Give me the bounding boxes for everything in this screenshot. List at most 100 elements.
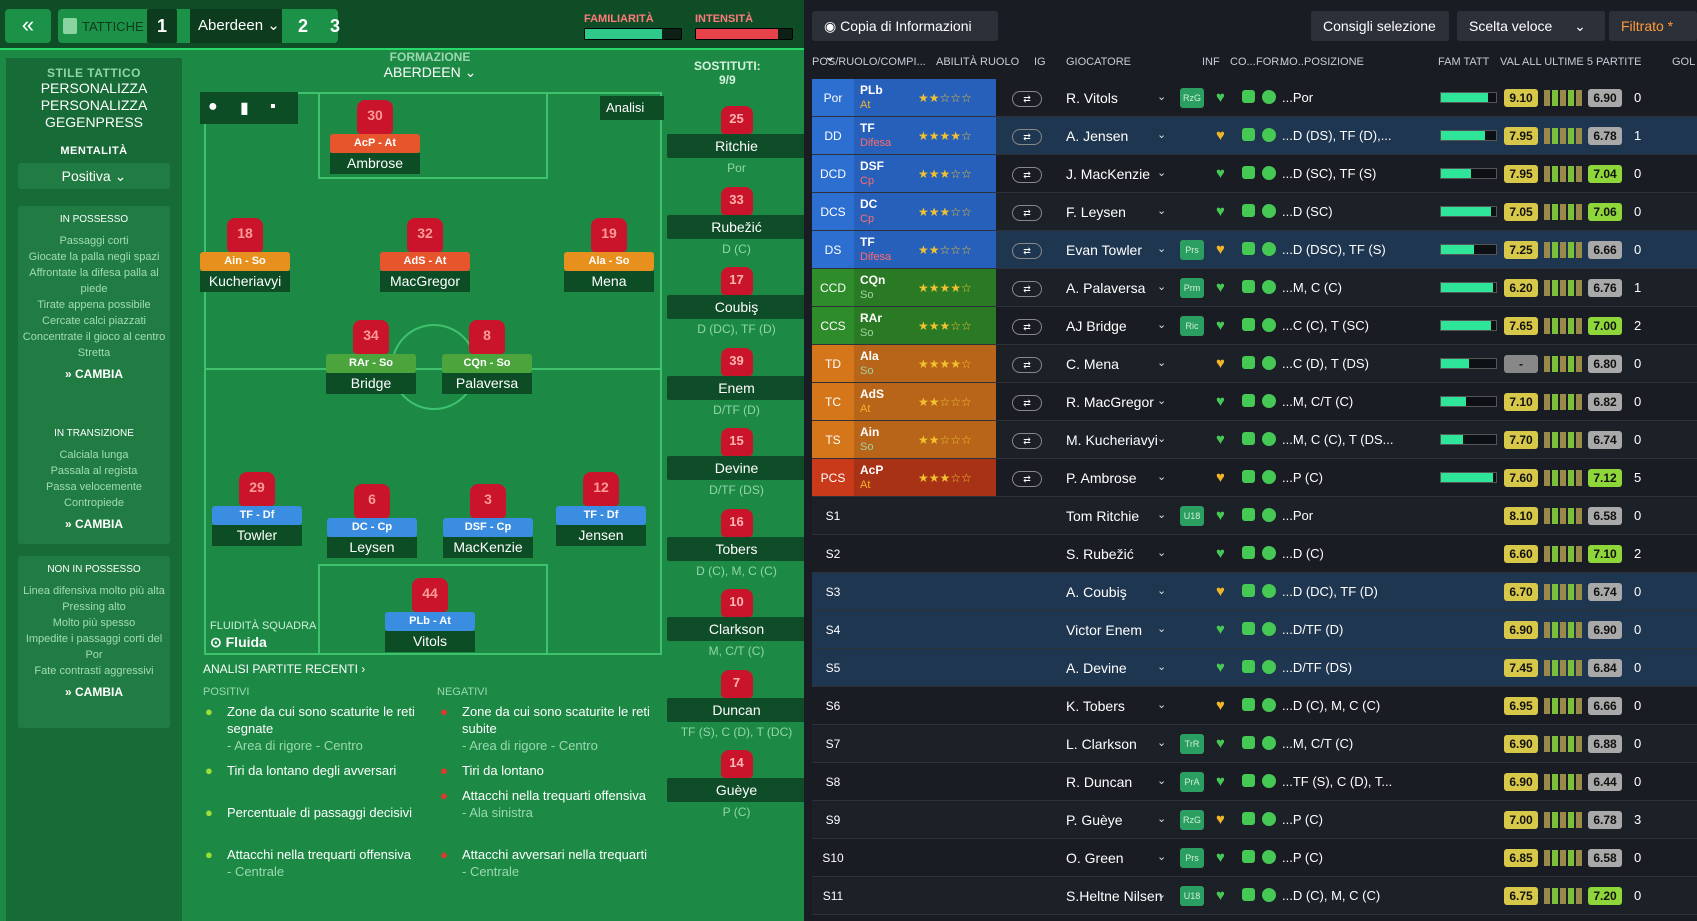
tactic-team-dropdown[interactable]: Aberdeen ⌄ (190, 9, 282, 43)
tactic-slot-1[interactable]: 1 (147, 9, 177, 43)
player-name[interactable]: R. Duncan (1066, 774, 1133, 790)
player-name[interactable]: Tom Ritchie (1066, 508, 1140, 524)
player-name[interactable]: Mena (564, 271, 654, 292)
player-name[interactable]: Victor Enem (1066, 622, 1142, 638)
player-name[interactable]: Bridge (326, 373, 416, 394)
sub-player[interactable]: 39 Enem D/TF (D) (667, 347, 806, 417)
table-row[interactable]: PCS AcP At ★★★☆☆ ⇄ P. Ambrose ⌄ ♥ ...P (C) 7.60 7.… (812, 459, 1697, 497)
chevron-down-icon[interactable]: ⌄ (1157, 813, 1167, 825)
table-row[interactable]: DCS DC Cp ★★★☆☆ ⇄ F. Leysen ⌄ ♥ ...D (SC) 7.05 7.0… (812, 193, 1697, 231)
table-row[interactable]: S11 S.Heltne Nilsen ⌄ U18 ♥ ...D (C), M, C (C… (812, 877, 1697, 915)
chevron-down-icon[interactable]: ⌄ (1157, 775, 1167, 787)
column-header[interactable]: MO... (1280, 56, 1307, 68)
pitch-player[interactable]: 3 DSF - Cp MacKenzie (443, 484, 533, 558)
table-row[interactable]: CCD CQn So ★★★★☆ ⇄ A. Palaversa ⌄ Prm ♥ ...M, C (… (812, 269, 1697, 307)
table-row[interactable]: CCS RAr So ★★★☆☆ ⇄ AJ Bridge ⌄ Ric ♥ ...C (C), T … (812, 307, 1697, 345)
sub-player[interactable]: 25 Ritchie Por (667, 106, 806, 175)
ig-toggle[interactable]: ⇄ (1012, 167, 1042, 183)
table-row[interactable]: DCD DSF Cp ★★★☆☆ ⇄ J. MacKenzie ⌄ ♥ ...D (SC), T… (812, 155, 1697, 193)
player-name[interactable]: R. Vitols (1066, 90, 1118, 106)
chevron-down-icon[interactable]: ⌄ (1157, 737, 1167, 749)
player-name[interactable]: J. MacKenzie (1066, 166, 1151, 182)
player-role[interactable]: Ala - So (564, 252, 654, 271)
tactic-slot-3[interactable]: 3 (329, 16, 340, 36)
analysis-button[interactable]: Analisi (600, 96, 664, 120)
sub-name[interactable]: Duncan (667, 697, 806, 722)
player-name[interactable]: O. Green (1066, 850, 1124, 866)
player-role[interactable]: AcP - At (330, 134, 420, 153)
chevron-down-icon[interactable]: ⌄ (1157, 851, 1167, 863)
table-row[interactable]: S7 L. Clarkson ⌄ TrR ♥ ...M, C/T (C) 6.90 6.88 0 (812, 725, 1697, 763)
player-name[interactable]: MacGregor (380, 271, 470, 292)
chevron-down-icon[interactable]: ⌄ (1157, 509, 1167, 521)
ig-toggle[interactable]: ⇄ (1012, 281, 1042, 297)
column-header[interactable]: VAL ALL ULTIME 5 PARTITE (1500, 56, 1642, 68)
pitch-player[interactable]: 44 PLb - At Vitols (385, 578, 475, 652)
table-row[interactable]: S6 K. Tobers ⌄ ♥ ...D (C), M, C (C) 6.95 6.66 0 (812, 687, 1697, 725)
player-role[interactable]: RAr - So (326, 354, 416, 373)
column-header[interactable]: POSIZIONE (1304, 56, 1364, 68)
pitch-player[interactable]: 32 AdS - At MacGregor (380, 218, 470, 292)
sub-name[interactable]: Tobers (667, 536, 806, 561)
sub-player[interactable]: 17 Coubiş D (DC), TF (D) (667, 267, 806, 336)
table-row[interactable]: S5 A. Devine ⌄ ♥ ...D/TF (DS) 7.45 6.84 0 (812, 649, 1697, 687)
player-name[interactable]: R. MacGregor (1066, 394, 1154, 410)
player-role[interactable]: DC - Cp (327, 518, 417, 537)
player-name[interactable]: C. Mena (1066, 356, 1119, 372)
back-button[interactable]: « (5, 9, 51, 43)
chevron-down-icon[interactable]: ⌄ (1157, 91, 1167, 103)
column-header[interactable]: GIOCATORE (1066, 56, 1131, 68)
info-view-icon[interactable]: ▪ (270, 98, 276, 115)
player-name[interactable]: Vitols (385, 631, 475, 652)
chevron-down-icon[interactable]: ⌄ (1157, 471, 1167, 483)
chevron-down-icon[interactable]: ⌄ (1157, 433, 1167, 445)
copy-info-button[interactable]: ◉ Copia di Informazioni ⌄ (812, 11, 998, 64)
ig-toggle[interactable]: ⇄ (1012, 395, 1042, 411)
table-row[interactable]: S9 P. Guèye ⌄ RzG ♥ ...P (C) 7.00 6.78 3 (812, 801, 1697, 839)
tactic-slot-2[interactable]: 2 (297, 16, 308, 36)
pitch-player[interactable]: 8 CQn - So Palaversa (442, 320, 532, 394)
player-role[interactable]: CQn - So (442, 354, 532, 373)
analysis-title[interactable]: ANALISI PARTITE RECENTI › (203, 662, 366, 676)
player-name[interactable]: Kucheriavyi (200, 271, 290, 292)
chevron-down-icon[interactable]: ⌄ (1157, 585, 1167, 597)
row-role-dropdown[interactable]: Ala So (854, 345, 914, 383)
selection-advice-button[interactable]: Consigli selezione (1311, 11, 1449, 41)
row-role-dropdown[interactable]: AdS At (854, 383, 914, 421)
sub-name[interactable]: Clarkson (667, 617, 806, 641)
sub-player[interactable]: 10 Clarkson M, C/T (C) (667, 589, 806, 658)
ig-toggle[interactable]: ⇄ (1012, 91, 1042, 107)
sub-name[interactable]: Rubežić (667, 214, 806, 239)
player-name[interactable]: F. Leysen (1066, 204, 1126, 220)
player-name[interactable]: S. Rubežić (1066, 546, 1134, 562)
transition-change-button[interactable]: » CAMBIA (64, 517, 123, 531)
ig-toggle[interactable]: ⇄ (1012, 471, 1042, 487)
defence-change-button[interactable]: » CAMBIA (64, 685, 123, 699)
chevron-down-icon[interactable]: ⌄ (1157, 889, 1167, 901)
player-name[interactable]: Palaversa (442, 373, 532, 394)
row-role-dropdown[interactable]: PLb At (854, 79, 914, 117)
column-header[interactable]: IG (1034, 56, 1046, 68)
pitch-player[interactable]: 34 RAr - So Bridge (326, 320, 416, 394)
table-row[interactable]: DD TF Difesa ★★★★☆ ⇄ A. Jensen ⌄ ♥ ...D (DS), TF… (812, 117, 1697, 155)
pitch-player[interactable]: 12 TF - Df Jensen (556, 472, 646, 546)
player-role[interactable]: TF - Df (212, 506, 302, 525)
player-name[interactable]: AJ Bridge (1066, 318, 1127, 334)
row-role-dropdown[interactable]: TF Difesa (854, 117, 914, 155)
table-row[interactable]: S2 S. Rubežić ⌄ ♥ ...D (C) 6.60 7.10 2 (812, 535, 1697, 573)
row-role-dropdown[interactable]: Ain So (854, 421, 914, 459)
player-name[interactable]: A. Coubiş (1066, 584, 1127, 600)
column-header[interactable]: FOR... (1256, 56, 1289, 68)
player-name[interactable]: A. Palaversa (1066, 280, 1146, 296)
player-view-icon[interactable]: ● (208, 98, 218, 115)
player-name[interactable]: Jensen (556, 525, 646, 546)
table-row[interactable]: Por PLb At ★★☆☆☆ ⇄ R. Vitols ⌄ RzG ♥ ...Por 9.10 6.… (812, 79, 1697, 117)
chevron-down-icon[interactable]: ⌄ (1157, 547, 1167, 559)
table-row[interactable]: S10 O. Green ⌄ Prs ♥ ...P (C) 6.85 6.58 0 (812, 839, 1697, 877)
sub-name[interactable]: Coubiş (667, 295, 806, 319)
player-name[interactable]: Leysen (327, 537, 417, 558)
ig-toggle[interactable]: ⇄ (1012, 319, 1042, 335)
player-role[interactable]: PLb - At (385, 612, 475, 631)
column-header[interactable]: FAM TATT (1438, 56, 1490, 68)
player-name[interactable]: P. Guèye (1066, 812, 1123, 828)
